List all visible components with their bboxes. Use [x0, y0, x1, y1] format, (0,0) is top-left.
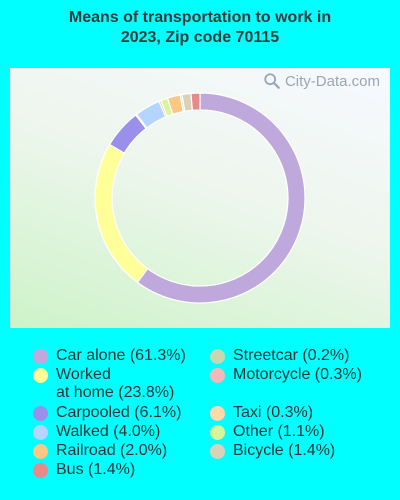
legend-swatch [33, 463, 48, 478]
chart-title: Means of transportation to work in 2023,… [0, 8, 400, 48]
legend-item: Taxi (0.3%) [210, 404, 313, 422]
legend-item: Motorcycle (0.3%) [210, 366, 362, 384]
legend-swatch [210, 349, 225, 364]
legend-label: Other (1.1%) [233, 423, 325, 440]
legend-label: Carpooled (6.1%) [56, 404, 182, 421]
legend-item: Railroad (2.0%) [33, 442, 167, 460]
legend-swatch [33, 368, 48, 383]
legend-label: Motorcycle (0.3%) [233, 366, 362, 383]
watermark-text: City-Data.com [284, 72, 380, 90]
legend-item: Bus (1.4%) [33, 461, 135, 479]
donut-chart [94, 92, 306, 304]
donut-slice-car-alone [136, 92, 306, 304]
legend-item: Bicycle (1.4%) [210, 442, 335, 460]
legend-label: Taxi (0.3%) [233, 404, 314, 421]
watermark: City-Data.com [263, 72, 380, 90]
legend-swatch [33, 444, 48, 459]
legend-swatch [210, 425, 225, 440]
legend-swatch [33, 425, 48, 440]
legend-label: Streetcar (0.2%) [233, 347, 350, 364]
legend-item: Other (1.1%) [210, 423, 325, 441]
chart-title-line: Means of transportation to work in [68, 9, 332, 26]
legend-label: Car alone (61.3%) [56, 347, 186, 364]
legend-label: Bicycle (1.4%) [233, 442, 336, 459]
plot-area [10, 68, 390, 328]
legend-item: Car alone (61.3%) [33, 347, 186, 365]
legend-item: Streetcar (0.2%) [210, 347, 349, 365]
donut-slice-worked-at-home [94, 143, 149, 284]
legend-label: Bus (1.4%) [56, 461, 136, 478]
legend-swatch [210, 406, 225, 421]
chart-title-line: 2023, Zip code 70115 [120, 29, 280, 46]
search-icon [264, 73, 280, 89]
legend-label: Walked (4.0%) [56, 423, 161, 440]
legend-swatch [210, 444, 225, 459]
legend-item: Worked at home (23.8%) [33, 366, 174, 402]
legend-label: Railroad (2.0%) [56, 442, 168, 459]
legend-swatch [33, 406, 48, 421]
legend-swatch [210, 368, 225, 383]
legend-item: Walked (4.0%) [33, 423, 160, 441]
legend-label: Worked at home (23.8%) [56, 366, 175, 401]
legend-item: Carpooled (6.1%) [33, 404, 181, 422]
legend-swatch [33, 349, 48, 364]
donut-slice-bus [190, 92, 201, 111]
